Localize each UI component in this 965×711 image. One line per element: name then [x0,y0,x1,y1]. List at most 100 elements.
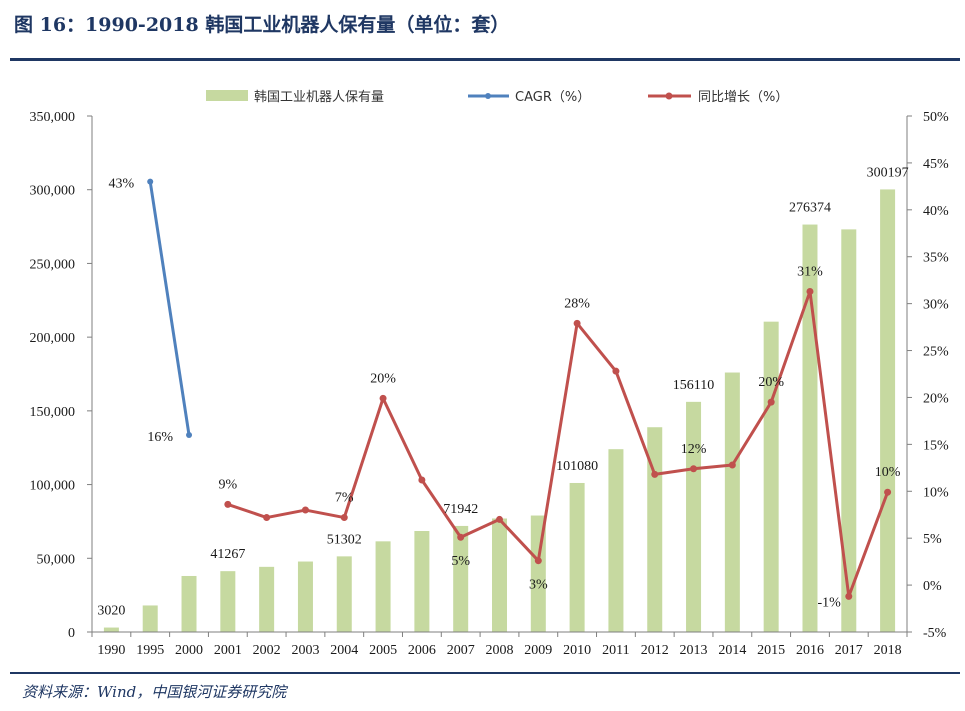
x-tick-label: 1995 [136,643,164,658]
x-tick-label: 2011 [602,643,629,658]
yoy-value-label: 9% [218,477,237,492]
x-tick-label: 2014 [718,643,746,658]
bar [880,189,896,632]
yoy-value-label: 31% [797,264,823,279]
legend-marker-cagr [485,93,491,99]
y-left-tick-label: 200,000 [30,331,76,346]
bar-value-label: 3020 [97,604,125,619]
y-right-tick-label: 20% [923,391,949,406]
cagr-value-label: 16% [147,430,173,445]
x-tick-label: 2018 [874,643,902,658]
x-tick-label: 2010 [563,643,591,658]
y-left-tick-label: 250,000 [30,257,76,272]
bar [375,541,391,632]
legend-marker-yoy [665,92,673,100]
bar [841,229,857,633]
yoy-value-label: 12% [681,442,707,457]
chart-axes: 0 50,000 100,000 150,000 200,000 250,000 300,0… [30,110,950,658]
y-right-tick-label: 10% [923,485,949,500]
y-right-tick-label: 35% [923,251,949,266]
x-tick-label: 2015 [757,643,785,658]
yoy-point [418,476,426,484]
bar [492,518,507,632]
bar [336,556,352,632]
y-right-tick-label: 45% [923,157,949,172]
cagr-line [148,181,191,436]
cagr-point [147,178,154,185]
robot-stock-chart: 0 50,000 100,000 150,000 200,000 250,000 300,0… [30,90,950,658]
y-right-tick-label: 5% [923,532,942,547]
bar-value-label: 276374 [789,201,831,216]
bar [220,571,236,632]
source-note: 资料来源：Wind，中国银河证券研究院 [22,683,287,701]
data-labels: 3020 41267 51302 71942 101080 156110 276374 300… [97,165,908,618]
yoy-value-label: 20% [758,375,784,390]
yoy-point [340,514,348,522]
footer-divider [10,672,960,674]
cagr-value-label: 43% [109,177,135,192]
yoy-point [884,488,892,496]
yoy-point [767,398,775,406]
bar-value-label: 71942 [443,502,478,517]
x-tick-label: 2006 [408,643,436,658]
yoy-point [806,287,814,295]
yoy-line [227,289,890,598]
yoy-value-label: 10% [875,465,901,480]
bar-value-label: 101080 [556,459,598,474]
y-left-tick-label: 50,000 [37,552,76,567]
x-tick-label: 2013 [680,643,708,658]
bar [453,525,469,632]
bar [259,566,275,632]
legend-label-stock: 韩国工业机器人保有量 [254,90,384,105]
y-right-tick-label: 30% [923,298,949,313]
bar [608,449,624,632]
yoy-point [457,533,465,541]
bar [763,321,779,632]
yoy-point [496,515,503,523]
bar [686,401,702,632]
yoy-point [690,465,698,473]
bar-series-stock [103,189,896,633]
x-tick-label: 2000 [175,643,203,658]
bar [181,575,197,632]
bar-value-label: 156110 [673,378,714,393]
bar [142,605,158,632]
title-divider [10,58,960,61]
y-right-tick-label: 25% [923,345,949,360]
legend-label-yoy: 同比增长（%） [698,90,788,105]
x-tick-label: 2003 [291,643,319,658]
yoy-point [224,500,232,508]
bar [103,627,119,632]
x-tick-label: 2004 [330,643,358,658]
x-tick-label: 2016 [796,643,824,658]
x-tick-label: 2007 [447,643,475,658]
legend-swatch-stock [206,90,248,101]
y-right-tick-label: 50% [923,110,949,125]
y-right-tick-label: -5% [923,626,947,641]
yoy-value-label: 5% [451,554,470,569]
x-tick-label: 2001 [214,643,242,658]
yoy-value-label: -1% [817,595,841,610]
page-title: 图 16：1990-2018 韩国工业机器人保有量（单位：套） [14,14,510,36]
chart-legend: 韩国工业机器人保有量 CAGR（%） 同比增长（%） [206,90,788,105]
yoy-value-label: 7% [335,491,354,506]
yoy-value-label: 28% [564,296,590,311]
y-left-tick-label: 300,000 [30,184,76,199]
x-tick-label: 2005 [369,643,397,658]
y-left-tick-label: 150,000 [30,405,76,420]
x-tick-label: 2017 [835,643,863,658]
yoy-point [573,319,581,327]
yoy-point [379,394,387,402]
y-left-tick-label: 100,000 [30,479,76,494]
yoy-point [534,557,542,565]
y-right-tick-label: 0% [923,579,942,594]
yoy-value-label: 20% [370,371,396,386]
yoy-point [651,470,659,478]
y-right-tick-label: 40% [923,204,949,219]
x-tick-label: 2008 [486,643,514,658]
yoy-point [728,461,736,469]
yoy-point [301,506,309,514]
line-series [147,178,892,600]
yoy-value-label: 3% [529,578,548,593]
x-tick-label: 2012 [641,643,669,658]
